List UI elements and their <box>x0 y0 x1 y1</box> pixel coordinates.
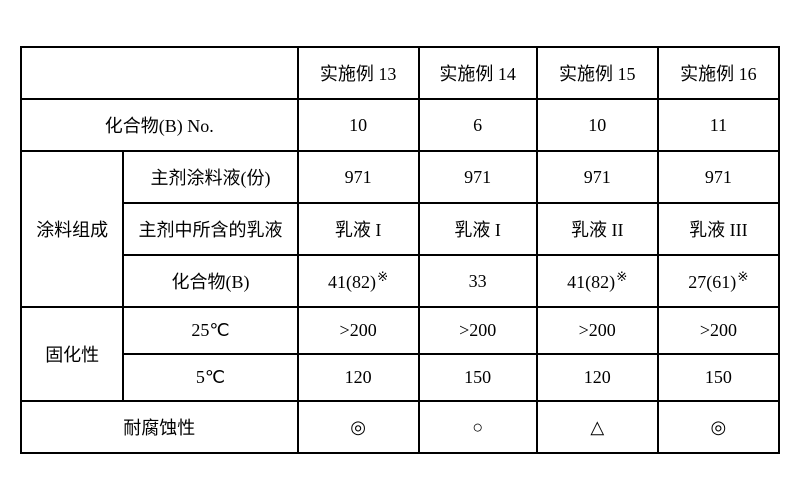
cell-value: 971 <box>298 151 419 203</box>
cell-symbol: ○ <box>419 401 537 453</box>
curing-25-label: 25℃ <box>123 307 297 354</box>
asterisk-icon: ※ <box>737 269 748 284</box>
compound-b-row: 化合物(B) 41(82)※ 33 41(82)※ 27(61)※ <box>21 255 779 307</box>
cell-base: 41(82) <box>567 272 615 292</box>
compound-b-no-row: 化合物(B) No. 10 6 10 11 <box>21 99 779 151</box>
main-agent-row: 涂料组成 主剂涂料液(份) 971 971 971 971 <box>21 151 779 203</box>
curing-25-row: 固化性 25℃ >200 >200 >200 >200 <box>21 307 779 354</box>
cell-value: 971 <box>658 151 779 203</box>
cell-value: 10 <box>537 99 658 151</box>
cell-value: >200 <box>658 307 779 354</box>
cell-value: 11 <box>658 99 779 151</box>
asterisk-icon: ※ <box>616 269 627 284</box>
data-table: 实施例 13 实施例 14 实施例 15 实施例 16 化合物(B) No. 1… <box>20 46 780 454</box>
cell-value: 33 <box>419 255 537 307</box>
cell-value: 971 <box>537 151 658 203</box>
curing-group-label: 固化性 <box>21 307 123 401</box>
cell-value: 乳液 II <box>537 203 658 255</box>
cell-value: 150 <box>419 354 537 401</box>
cell-symbol: ◎ <box>298 401 419 453</box>
corrosion-row: 耐腐蚀性 ◎ ○ △ ◎ <box>21 401 779 453</box>
cell-symbol: △ <box>537 401 658 453</box>
cell-value: 971 <box>419 151 537 203</box>
cell-value: 乳液 III <box>658 203 779 255</box>
cell-value: 120 <box>537 354 658 401</box>
empty-header <box>21 47 298 99</box>
composition-group-label: 涂料组成 <box>21 151 123 307</box>
corrosion-label: 耐腐蚀性 <box>21 401 298 453</box>
main-agent-label: 主剂涂料液(份) <box>123 151 297 203</box>
compound-b-no-label: 化合物(B) No. <box>21 99 298 151</box>
cell-value: >200 <box>537 307 658 354</box>
asterisk-icon: ※ <box>377 269 388 284</box>
cell-value: 6 <box>419 99 537 151</box>
cell-value-asterisk: 41(82)※ <box>537 255 658 307</box>
cell-symbol: ◎ <box>658 401 779 453</box>
emulsion-label: 主剂中所含的乳液 <box>123 203 297 255</box>
cell-value: 120 <box>298 354 419 401</box>
cell-value: >200 <box>298 307 419 354</box>
col-header-4: 实施例 16 <box>658 47 779 99</box>
col-header-3: 实施例 15 <box>537 47 658 99</box>
cell-value: >200 <box>419 307 537 354</box>
cell-value: 乳液 I <box>419 203 537 255</box>
cell-value-asterisk: 41(82)※ <box>298 255 419 307</box>
cell-value: 10 <box>298 99 419 151</box>
cell-value: 乳液 I <box>298 203 419 255</box>
col-header-1: 实施例 13 <box>298 47 419 99</box>
curing-5-row: 5℃ 120 150 120 150 <box>21 354 779 401</box>
cell-value-asterisk: 27(61)※ <box>658 255 779 307</box>
cell-value: 150 <box>658 354 779 401</box>
col-header-2: 实施例 14 <box>419 47 537 99</box>
curing-5-label: 5℃ <box>123 354 297 401</box>
cell-base: 27(61) <box>688 272 736 292</box>
header-row: 实施例 13 实施例 14 实施例 15 实施例 16 <box>21 47 779 99</box>
cell-base: 41(82) <box>328 272 376 292</box>
emulsion-row: 主剂中所含的乳液 乳液 I 乳液 I 乳液 II 乳液 III <box>21 203 779 255</box>
compound-b-label: 化合物(B) <box>123 255 297 307</box>
